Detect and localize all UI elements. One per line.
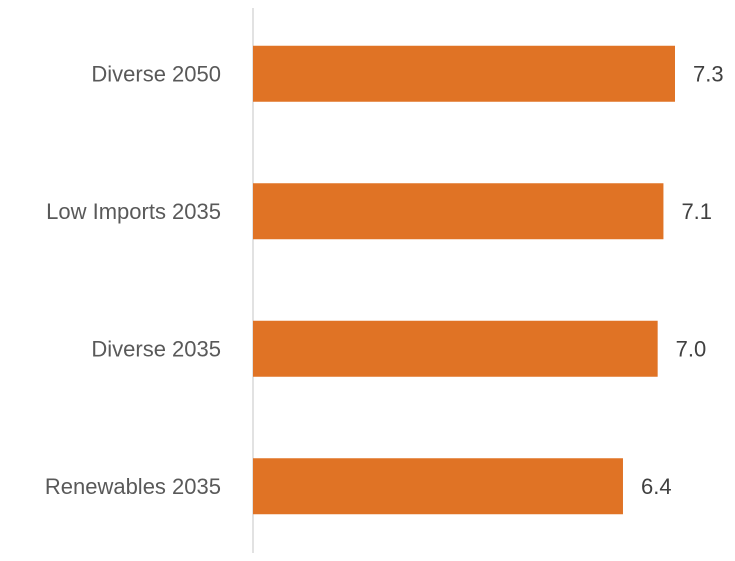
category-label-1: Low Imports 2035: [46, 199, 221, 224]
category-label-0: Diverse 2050: [91, 61, 221, 86]
bar-3: [253, 458, 623, 515]
category-label-3: Renewables 2035: [45, 474, 221, 499]
data-label-0: 7.3: [693, 61, 724, 86]
data-label-1: 7.1: [681, 199, 712, 224]
category-label-2: Diverse 2035: [91, 336, 221, 361]
data-label-2: 7.0: [676, 336, 707, 361]
data-label-3: 6.4: [641, 474, 672, 499]
bar-0: [253, 45, 675, 102]
bar-2: [253, 320, 658, 377]
bar-1: [253, 183, 664, 240]
